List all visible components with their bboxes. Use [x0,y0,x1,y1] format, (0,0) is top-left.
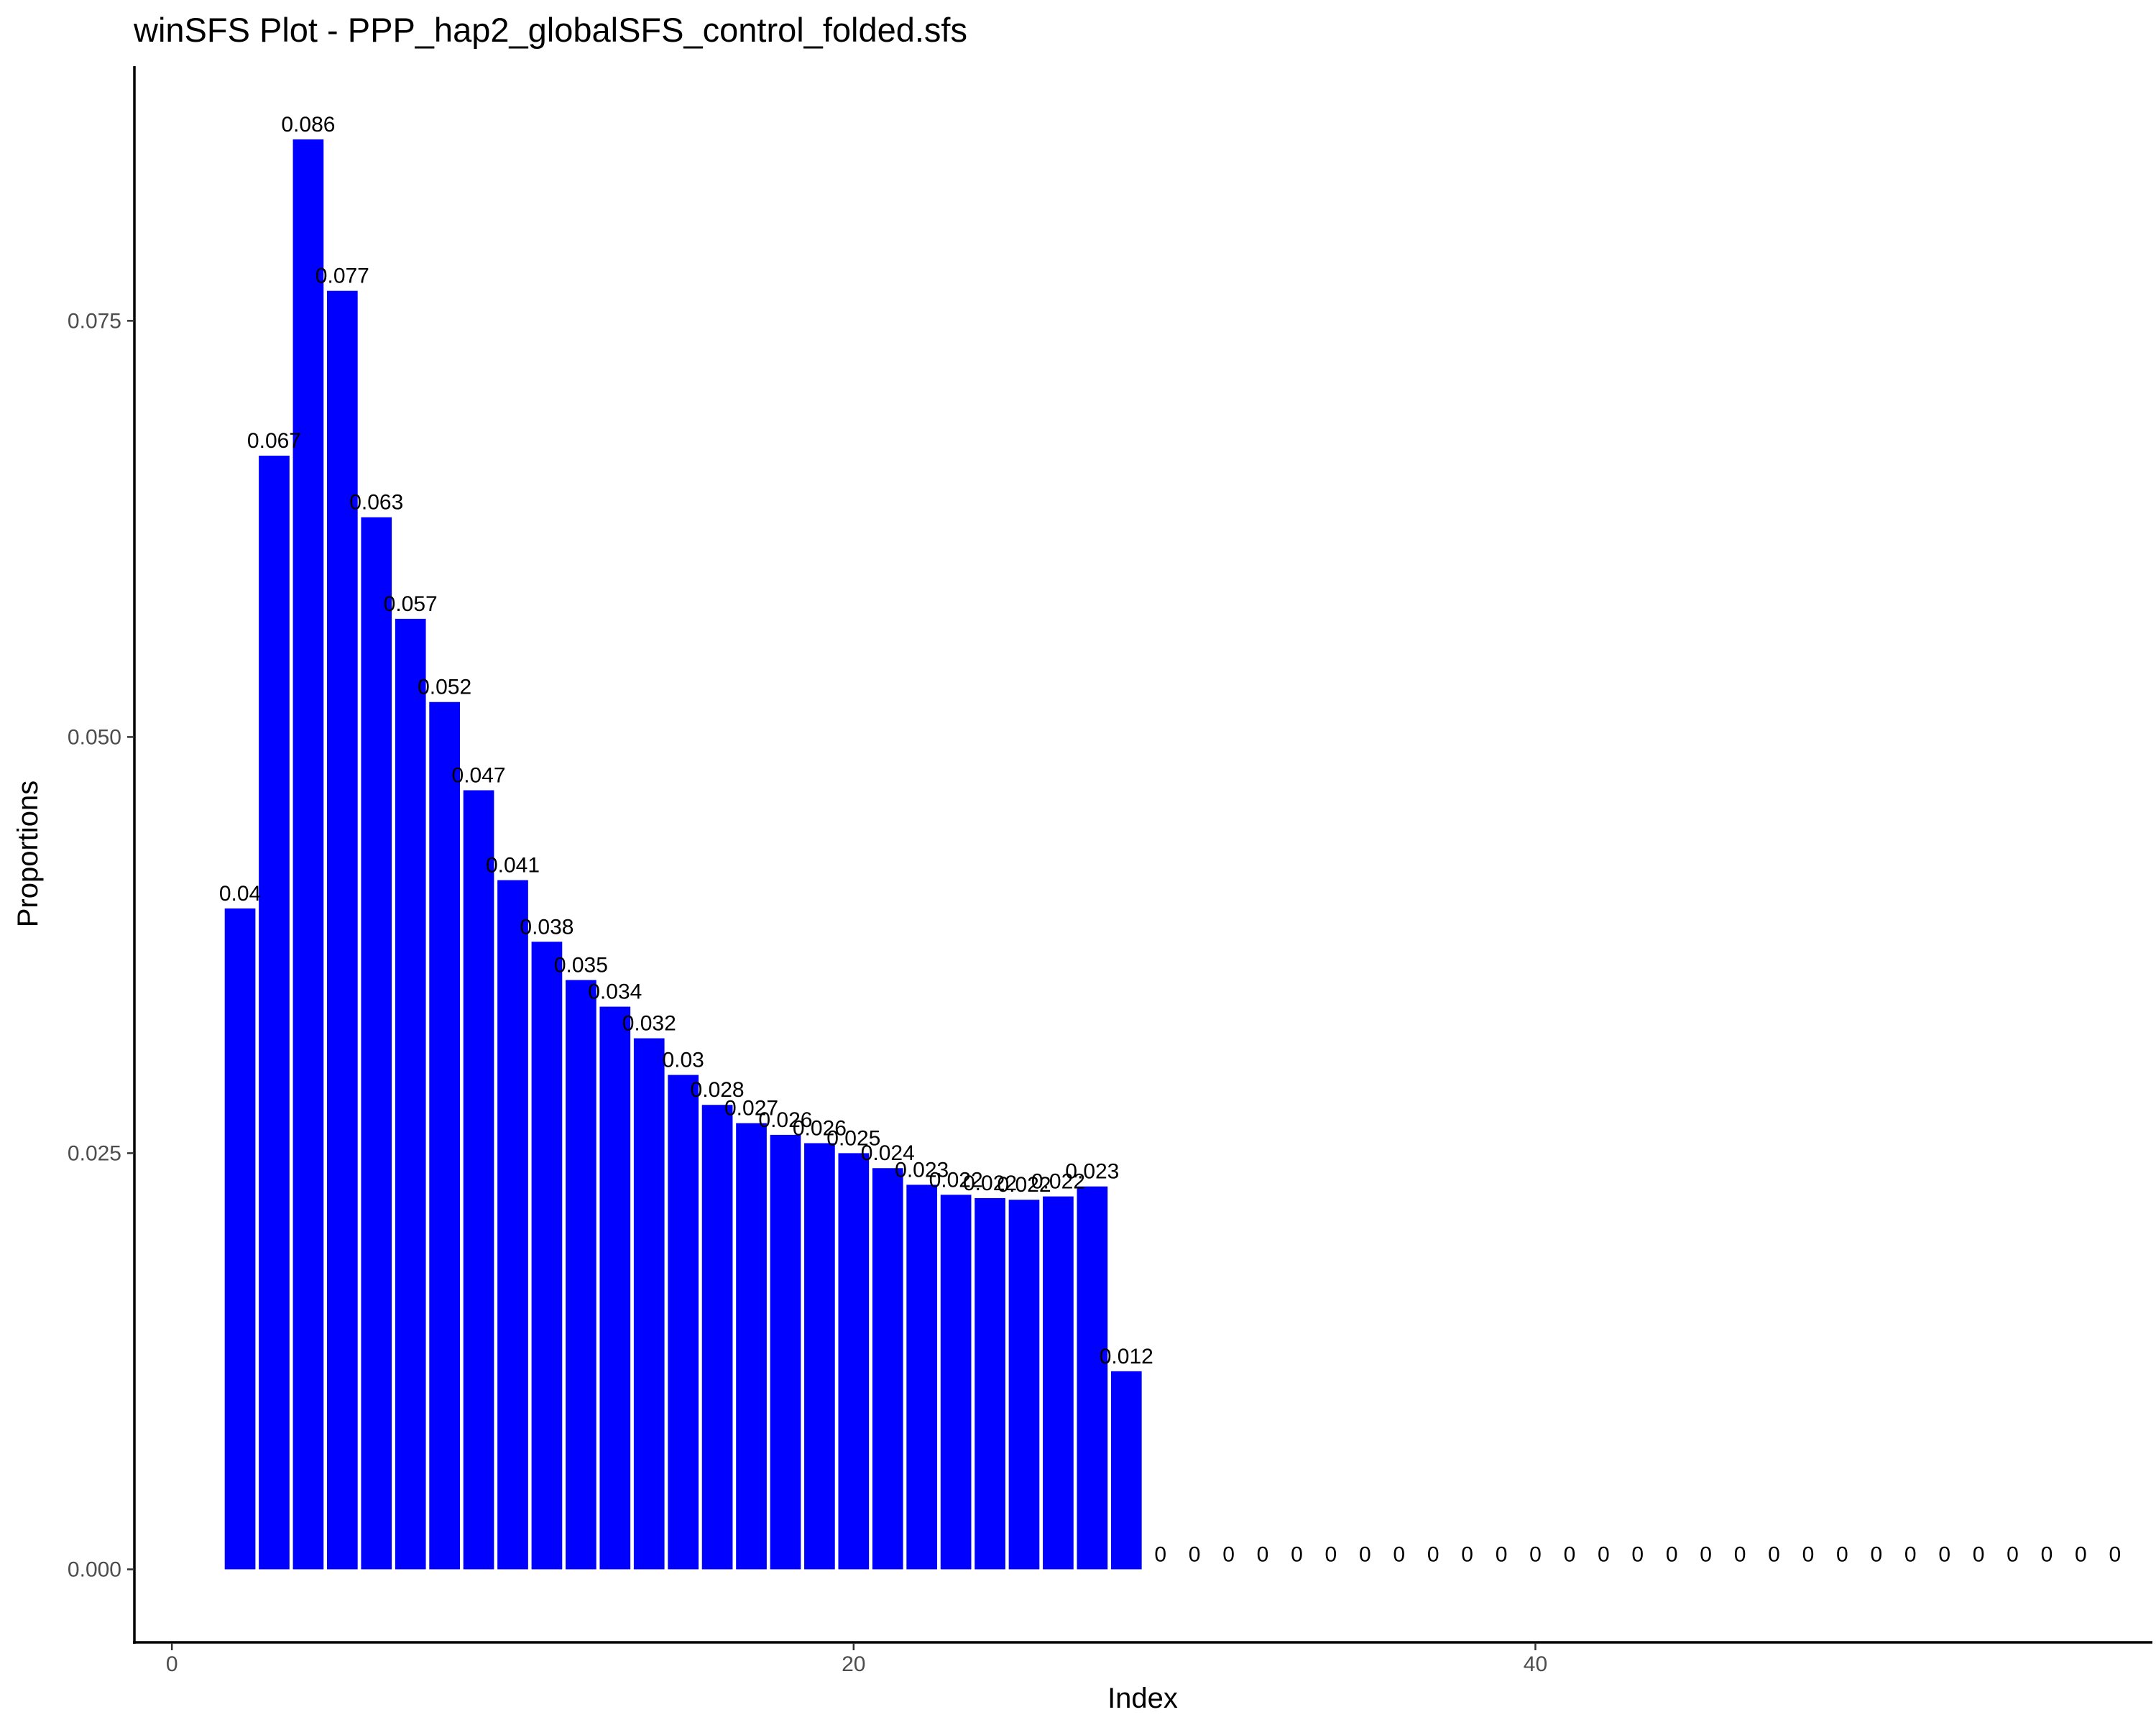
data-label: 0 [1154,1542,1166,1566]
data-label: 0.057 [384,592,438,616]
data-label: 0 [1768,1542,1780,1566]
data-label: 0.047 [452,763,506,787]
bar [463,790,494,1570]
data-label: 0.041 [486,854,540,878]
data-label: 0 [1325,1542,1337,1566]
data-label: 0.022 [963,1172,1017,1195]
data-label: 0 [1461,1542,1473,1566]
bar [1008,1200,1040,1570]
data-label: 0 [1700,1542,1712,1566]
bar [224,908,256,1570]
data-label: 0 [1836,1542,1848,1566]
data-label: 0 [1802,1542,1815,1566]
data-label: 0 [1973,1542,1985,1566]
bar [906,1184,938,1570]
data-label: 0.025 [826,1126,880,1150]
bars-layer [224,139,1142,1570]
data-label: 0 [1631,1542,1644,1566]
bar [361,517,392,1570]
data-label: 0 [1666,1542,1678,1566]
bar [1077,1186,1108,1570]
bar [804,1143,835,1570]
y-axis-label: Proportions [12,781,44,928]
data-labels-layer: 0.04 0.067 0.086 0.077 0.063 0.057 0.052 0.047 0… [219,113,2121,1566]
bar [531,942,563,1570]
data-label: 0.024 [861,1141,915,1165]
y-tick-label: 0.075 [68,309,121,333]
data-label: 0.023 [1065,1160,1119,1184]
data-label: 0 [2007,1542,2019,1566]
bar [701,1105,733,1570]
data-label: 0.04 [219,882,261,906]
bar [633,1038,665,1570]
data-label: 0 [2075,1542,2087,1566]
bar [259,455,290,1570]
y-tick-label: 0.050 [68,725,121,749]
data-label: 0.022 [929,1168,983,1192]
bar [940,1195,972,1570]
data-label: 0 [1257,1542,1269,1566]
data-label: 0.038 [520,915,573,939]
data-label: 0.023 [895,1158,949,1182]
data-label: 0.022 [997,1173,1051,1197]
data-label: 0.035 [554,954,608,978]
y-ticks-layer: 0.000 0.025 0.050 0.075 [68,309,134,1581]
data-label: 0.032 [622,1012,676,1036]
bar [599,1006,631,1570]
x-tick-label: 20 [842,1652,865,1676]
data-label: 0.077 [315,264,369,288]
bar [292,139,324,1570]
data-label: 0.03 [662,1049,704,1072]
bar [497,880,528,1570]
bar [668,1075,699,1570]
data-label: 0 [1870,1542,1882,1566]
data-label: 0.027 [724,1097,778,1121]
bar [1110,1371,1142,1570]
data-label: 0.022 [1031,1170,1085,1194]
data-label: 0.063 [349,491,403,515]
data-label: 0.012 [1100,1345,1153,1368]
data-label: 0.028 [691,1078,745,1102]
bar [770,1134,801,1570]
x-ticks-layer: 0 20 40 [166,1643,1547,1676]
data-label: 0 [1222,1542,1235,1566]
x-axis-label: Index [1107,1683,1178,1714]
data-label: 0 [1938,1542,1950,1566]
data-label: 0 [1291,1542,1303,1566]
chart-title: winSFS Plot - PPP_hap2_globalSFS_control… [133,11,967,49]
bar [1043,1196,1074,1570]
data-label: 0.052 [418,676,471,699]
data-label: 0.067 [247,429,301,453]
bar [838,1153,870,1570]
x-tick-label: 0 [166,1652,178,1676]
bar [975,1197,1005,1570]
data-label: 0.034 [588,980,642,1004]
data-label: 0 [1529,1542,1542,1566]
data-label: 0 [1189,1542,1201,1566]
data-label: 0 [1496,1542,1508,1566]
bar [395,618,426,1570]
bar [326,290,358,1570]
data-label: 0 [1598,1542,1610,1566]
data-label: 0 [1734,1542,1746,1566]
data-label: 0 [2041,1542,2053,1566]
bar [429,702,460,1570]
y-tick-label: 0.000 [68,1558,121,1581]
data-label: 0 [1904,1542,1917,1566]
data-label: 0 [2109,1542,2121,1566]
data-label: 0 [1359,1542,1371,1566]
x-tick-label: 40 [1524,1652,1547,1676]
data-label: 0 [1427,1542,1439,1566]
data-label: 0.026 [793,1117,847,1141]
y-tick-label: 0.025 [68,1141,121,1165]
data-label: 0.086 [281,113,335,137]
bar [736,1123,767,1570]
data-label: 0 [1564,1542,1576,1566]
data-label: 0 [1393,1542,1405,1566]
data-label: 0.026 [758,1108,812,1132]
bar [872,1168,903,1570]
bar [566,980,596,1570]
